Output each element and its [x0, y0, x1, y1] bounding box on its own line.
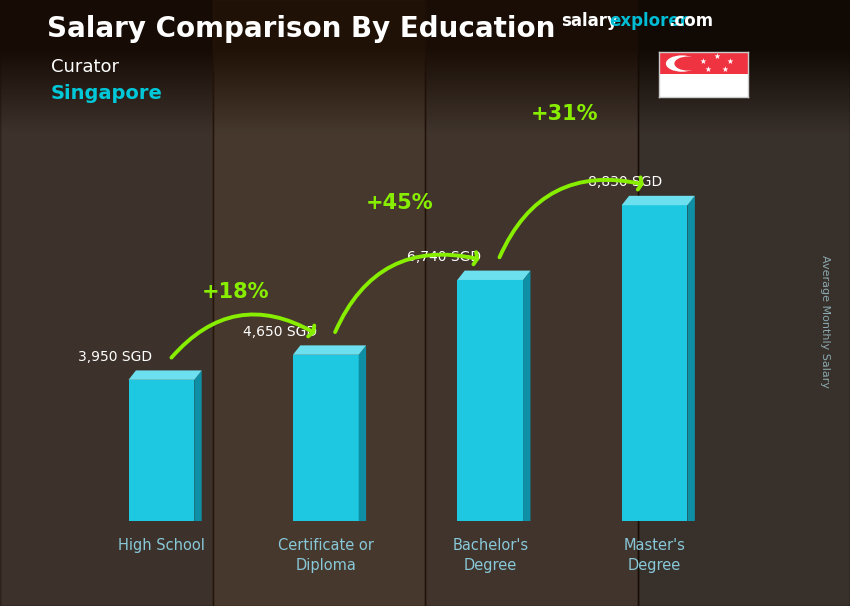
Text: ★: ★ [700, 57, 706, 66]
Polygon shape [128, 370, 201, 380]
Text: Singapore: Singapore [51, 84, 163, 102]
Polygon shape [523, 271, 530, 521]
Bar [293, 355, 359, 521]
Text: .com: .com [668, 12, 713, 30]
Text: 8,830 SGD: 8,830 SGD [588, 175, 662, 189]
Text: ★: ★ [713, 52, 720, 61]
Bar [128, 380, 195, 521]
Text: 4,650 SGD: 4,650 SGD [243, 325, 317, 339]
Text: 3,950 SGD: 3,950 SGD [78, 350, 152, 364]
Text: ★: ★ [705, 65, 711, 74]
Text: ★: ★ [727, 57, 734, 66]
Text: +31%: +31% [530, 104, 598, 124]
Text: explorer: explorer [609, 12, 688, 30]
Polygon shape [688, 196, 694, 521]
Text: Salary Comparison By Education: Salary Comparison By Education [47, 15, 555, 43]
Polygon shape [359, 345, 366, 521]
Text: 6,740 SGD: 6,740 SGD [407, 250, 481, 264]
Text: salary: salary [561, 12, 618, 30]
Text: +45%: +45% [366, 193, 434, 213]
Circle shape [674, 56, 702, 71]
Polygon shape [457, 271, 530, 280]
Circle shape [666, 55, 698, 72]
Polygon shape [293, 345, 366, 355]
Text: Curator: Curator [51, 58, 119, 76]
Polygon shape [621, 196, 694, 205]
Text: +18%: +18% [201, 282, 269, 302]
Bar [659, 52, 748, 75]
Bar [621, 205, 688, 521]
Polygon shape [195, 370, 201, 521]
Bar [457, 280, 523, 521]
Text: ★: ★ [722, 65, 728, 74]
Text: Average Monthly Salary: Average Monthly Salary [819, 255, 830, 388]
